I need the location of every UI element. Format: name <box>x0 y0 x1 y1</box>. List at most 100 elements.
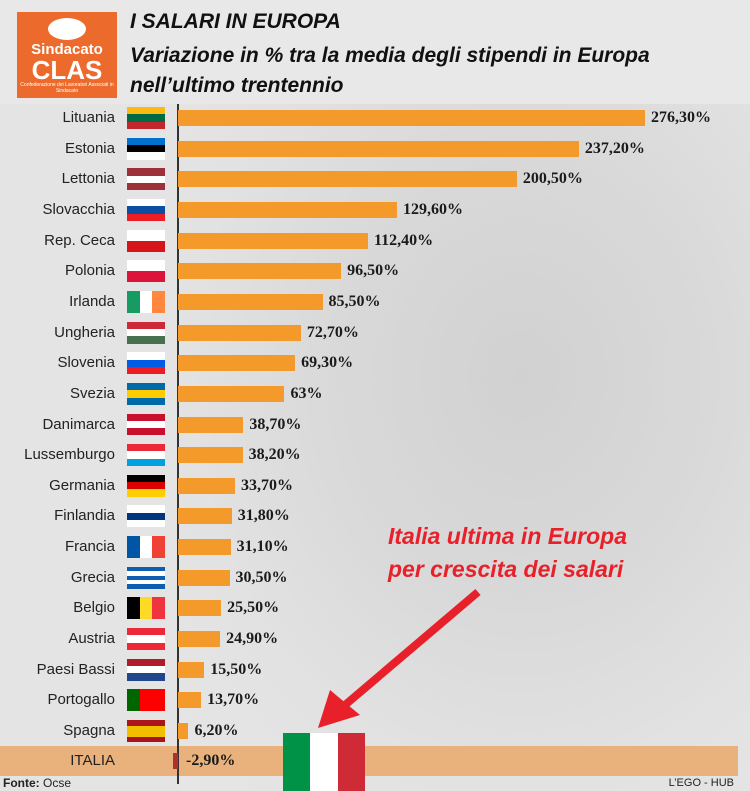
flag-icon-grecia <box>127 566 165 589</box>
flag-stripe <box>127 321 165 329</box>
flag-icon-finlandia <box>127 505 165 528</box>
flag-stripe <box>127 635 165 643</box>
flag-stripe <box>127 642 165 651</box>
flag-stripe <box>127 720 165 726</box>
category-label: Spagna <box>63 722 115 739</box>
value-label: 72,70% <box>306 323 359 341</box>
value-label: 276,30% <box>651 109 711 126</box>
flag-stripe <box>127 107 165 115</box>
flag-icon-paesi-bassi <box>127 658 165 681</box>
bar-francia <box>178 539 231 556</box>
flag-stripe <box>283 733 311 791</box>
category-label: Lussemburgo <box>24 446 115 464</box>
flag-icon-lettonia <box>127 168 165 191</box>
flag-icon-svezia <box>127 382 165 405</box>
bar-austria <box>178 631 221 648</box>
sindacato-clas-logo: Sindacato CLAS Confederazione dei Lavora… <box>17 12 117 98</box>
value-label: 30,50% <box>235 568 288 586</box>
flag-stripe <box>127 137 165 145</box>
italia-highlight-band <box>0 746 738 776</box>
value-label: 38,20% <box>248 446 301 464</box>
flag-icon-lussemburgo <box>127 444 165 467</box>
chart-subtitle-line1: Variazione in % tra la media degli stipe… <box>130 44 650 67</box>
flag-stripe <box>127 736 165 742</box>
source-value: Ocse <box>43 776 72 790</box>
chart-title: I SALARI IN EUROPA <box>130 10 341 33</box>
flag-stripe <box>127 290 140 313</box>
flag-stripe <box>152 290 165 313</box>
flag-stripe <box>139 290 153 313</box>
flag-stripe <box>127 114 165 122</box>
flag-stripe <box>127 658 165 667</box>
flag-stripe <box>127 536 140 559</box>
bar-polonia <box>178 263 342 280</box>
value-label: 31,10% <box>236 538 289 556</box>
source-label: Fonte: <box>3 776 40 790</box>
flag-stripe <box>337 733 365 791</box>
value-label: 31,80% <box>237 507 290 525</box>
flag-stripe <box>152 597 165 620</box>
flag-stripe <box>127 725 165 731</box>
flag-icon-rep-ceca <box>127 229 165 252</box>
value-label: 237,20% <box>584 139 645 157</box>
flag-stripe <box>127 359 165 367</box>
flag-stripe <box>127 512 165 521</box>
italy-flag-icon <box>283 733 365 791</box>
category-label: Slovacchia <box>42 200 115 218</box>
flag-stripe <box>127 328 165 337</box>
value-label: 96,50% <box>347 262 400 280</box>
flag-stripe <box>127 489 165 497</box>
category-label: ITALIA <box>70 752 115 769</box>
flag-stripe <box>127 144 165 153</box>
bar-svezia <box>178 385 285 402</box>
flag-icon-germania <box>127 474 165 497</box>
bar-belgio <box>178 600 222 617</box>
bar-irlanda <box>178 293 323 310</box>
flag-icon-estonia <box>127 137 165 160</box>
bar-slovenia <box>178 355 296 372</box>
flag-stripe <box>127 520 165 528</box>
flag-stripe <box>127 474 165 483</box>
bar-finlandia <box>178 508 232 525</box>
flag-stripe <box>127 352 165 360</box>
flag-stripe <box>127 451 165 459</box>
category-label: Belgio <box>73 599 115 617</box>
chart-subtitle-line2: nell’ultimo trentennio <box>130 74 344 97</box>
category-label: Francia <box>64 538 115 556</box>
flag-stripe <box>127 482 165 490</box>
flag-icon-slovenia <box>127 352 165 375</box>
value-label: 24,90% <box>226 630 279 648</box>
flag-stripe <box>127 198 165 207</box>
bar-spagna <box>178 723 189 739</box>
flag-stripe <box>127 168 165 176</box>
flag-icon-austria <box>127 628 165 651</box>
bar-paesi-bassi <box>178 661 205 678</box>
flag-stripe <box>127 175 165 183</box>
logo-line1: Sindacato <box>31 41 103 58</box>
category-label: Slovenia <box>57 354 115 372</box>
value-label: 15,50% <box>210 660 263 678</box>
category-label: Germania <box>49 476 115 494</box>
flag-icon-danimarca <box>127 413 165 436</box>
bar-lussemburgo <box>178 447 243 464</box>
flag-stripe <box>127 428 165 436</box>
flag-stripe <box>127 260 165 272</box>
value-label: 13,70% <box>207 691 260 709</box>
bar-lituania <box>178 110 645 126</box>
flag-stripe <box>127 382 165 391</box>
flag-stripe <box>127 229 165 241</box>
category-label: Lettonia <box>61 170 115 188</box>
flag-stripe <box>127 213 165 221</box>
header: Sindacato CLAS Confederazione dei Lavora… <box>0 0 750 104</box>
value-label: 38,70% <box>249 415 302 433</box>
flag-icon-polonia <box>127 260 165 283</box>
flag-stripe <box>127 420 165 429</box>
flag-stripe <box>139 597 153 620</box>
category-label: Grecia <box>70 568 115 586</box>
flag-stripe <box>127 397 165 405</box>
flag-icon-francia <box>127 536 165 559</box>
flag-stripe <box>127 689 140 712</box>
flag-stripe <box>127 121 165 129</box>
value-label: 33,70% <box>240 476 293 494</box>
flag-stripe <box>127 579 165 585</box>
